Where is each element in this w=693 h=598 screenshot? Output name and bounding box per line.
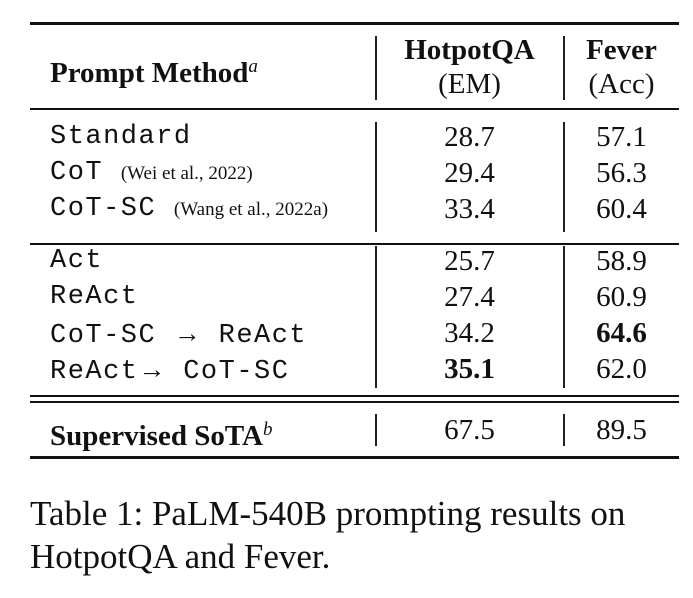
row-react-to-cot-sc-hotpotqa: 35.1 xyxy=(444,353,495,385)
bottom-rule xyxy=(30,456,679,459)
row-react-fever: 60.9 xyxy=(596,281,647,313)
row-cot-fever: 56.3 xyxy=(596,157,647,189)
row-cot-method: CoT (Wei et al., 2022) xyxy=(50,158,253,188)
col-divider-2-supervised xyxy=(563,414,565,446)
row-cot-sc-citation: (Wang et al., 2022a) xyxy=(173,199,329,220)
row-react-method: ReAct xyxy=(50,282,139,312)
double-rule-bottom xyxy=(30,401,679,403)
top-rule xyxy=(30,22,679,25)
double-rule-top xyxy=(30,395,679,397)
col-divider-1-supervised xyxy=(375,414,377,446)
header-hotpotqa-metric: (EM) xyxy=(438,68,501,100)
header-fever-metric: (Acc) xyxy=(588,68,655,100)
col-divider-2-group2 xyxy=(563,246,565,388)
header-rule xyxy=(30,108,679,110)
row-cot-sc-to-react-fever: 64.6 xyxy=(596,317,647,349)
header-fever: Fever xyxy=(586,34,657,66)
col-divider-2-group1 xyxy=(563,122,565,232)
header-prompt-method: Prompt Methoda xyxy=(50,56,258,89)
row-standard-fever: 57.1 xyxy=(596,121,647,153)
row-cot-sc-to-react-method: CoT-SC → ReAct xyxy=(50,318,308,351)
group-rule xyxy=(30,243,679,245)
row-react-hotpotqa: 27.4 xyxy=(444,281,495,313)
row-standard-hotpotqa: 28.7 xyxy=(444,121,495,153)
row-react-to-cot-sc-method: ReAct→ CoT-SC xyxy=(50,354,290,387)
col-divider-2-header xyxy=(563,36,565,100)
row-cot-sc-to-react-hotpotqa: 34.2 xyxy=(444,317,495,349)
row-cot-sc-hotpotqa: 33.4 xyxy=(444,193,495,225)
row-cot-sc-method: CoT-SC (Wang et al., 2022a) xyxy=(50,194,329,224)
row-standard-method: Standard xyxy=(50,122,192,152)
col-divider-1-group1 xyxy=(375,122,377,232)
row-act-fever: 58.9 xyxy=(596,245,647,277)
row-act-method: Act xyxy=(50,246,104,276)
row-supervised-hotpotqa: 67.5 xyxy=(444,414,495,446)
row-act-hotpotqa: 25.7 xyxy=(444,245,495,277)
row-supervised-fever: 89.5 xyxy=(596,414,647,446)
col-divider-1-header xyxy=(375,36,377,100)
row-cot-sc-fever: 60.4 xyxy=(596,193,647,225)
row-cot-citation: (Wei et al., 2022) xyxy=(120,163,253,184)
row-supervised-method: Supervised SoTAb xyxy=(50,419,273,452)
arrow-icon: → xyxy=(173,318,201,348)
arrow-icon: → xyxy=(138,354,166,384)
row-react-to-cot-sc-fever: 62.0 xyxy=(596,353,647,385)
row-cot-hotpotqa: 29.4 xyxy=(444,157,495,189)
header-hotpotqa: HotpotQA xyxy=(404,34,535,66)
col-divider-1-group2 xyxy=(375,246,377,388)
table-caption: Table 1: PaLM-540B prompting results on … xyxy=(30,494,626,576)
